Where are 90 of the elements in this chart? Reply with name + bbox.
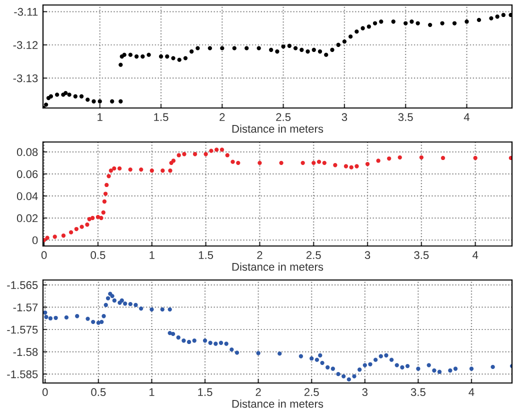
point [365, 162, 370, 166]
x-axis-title: Distance in meters [232, 124, 324, 133]
point [387, 156, 392, 161]
x-tick-label: 1 [150, 251, 154, 259]
x-axis-title: Distance in meters [232, 400, 324, 408]
point [312, 160, 316, 166]
point [108, 168, 114, 173]
point [80, 224, 84, 229]
x-tick-label: 2.5 [306, 251, 321, 260]
point [376, 158, 380, 163]
y-tick-label: 0.04 [16, 192, 38, 200]
point [204, 152, 208, 156]
x-tick-label: 2 [220, 113, 225, 121]
x-tick-label: 0.5 [91, 388, 106, 396]
point [103, 192, 108, 196]
x-tick-label: 2.5 [304, 388, 319, 396]
y-tick-label: -3.11 [14, 8, 38, 16]
point [101, 210, 106, 215]
point [344, 164, 348, 168]
x-tick-label: 4 [468, 388, 474, 396]
point [258, 160, 262, 166]
point [316, 160, 322, 164]
point [68, 230, 74, 234]
point [349, 165, 354, 170]
point [74, 226, 79, 232]
point [85, 222, 90, 227]
x-tick-label: 0 [41, 251, 47, 260]
point [61, 234, 66, 238]
point [128, 167, 132, 172]
point [171, 158, 176, 163]
point [52, 234, 57, 239]
x-tick-label: 3 [342, 113, 348, 122]
point [209, 148, 214, 153]
x-axis-title: Distance in meters [232, 262, 324, 271]
x-tick-label: 3.5 [410, 388, 426, 396]
point [214, 148, 219, 152]
x-tick-label: 4 [464, 113, 470, 121]
y-tick-label: 0.02 [16, 214, 38, 222]
point [117, 166, 122, 171]
y-tick-label: 0.06 [16, 170, 38, 178]
point [99, 216, 104, 220]
point [106, 174, 111, 178]
x-tick-label: 3 [362, 388, 368, 396]
point [440, 156, 446, 160]
x-tick-label: 3.5 [398, 113, 413, 122]
point [300, 160, 305, 166]
point [473, 156, 478, 160]
point [139, 167, 144, 172]
y-tick-label: 0 [32, 236, 38, 244]
point [182, 152, 186, 156]
x-tick-label: 2.5 [276, 113, 291, 122]
y-tick-label: -1.575 [7, 326, 38, 334]
x-tick-label: 3 [364, 251, 370, 260]
x-tick-label: 2 [257, 251, 262, 259]
y-tick-label: -3.13 [13, 74, 38, 82]
y-tick-label: -1.585 [7, 370, 38, 378]
point [104, 182, 109, 188]
point [192, 152, 198, 156]
point [354, 164, 359, 168]
point [333, 163, 338, 168]
point [230, 160, 235, 164]
point [176, 153, 181, 158]
x-tick-label: 1.5 [198, 388, 212, 396]
x-tick-label: 3.5 [414, 251, 429, 260]
x-tick-label: 1.5 [198, 251, 214, 260]
x-tick-label: 2 [256, 388, 261, 396]
y-tick-label: -1.565 [7, 281, 38, 290]
point [398, 155, 402, 160]
point [112, 166, 116, 171]
y-tick-label: -3.12 [13, 41, 38, 50]
x-tick-label: 0.5 [90, 251, 106, 260]
point [168, 168, 172, 173]
point [150, 168, 154, 173]
point [225, 153, 230, 158]
x-tick-label: 4 [472, 251, 478, 259]
x-tick-label: 0 [42, 388, 48, 396]
point [90, 216, 95, 220]
x-tick-label: 1.5 [154, 113, 168, 122]
point [322, 160, 326, 166]
x-tick-label: 1 [98, 113, 102, 121]
point [279, 160, 284, 166]
point [160, 168, 165, 173]
point [220, 148, 224, 152]
point [236, 160, 240, 166]
x-tick-label: 1 [149, 388, 154, 396]
point [102, 199, 107, 204]
y-tick-label: -1.58 [13, 348, 38, 356]
y-tick-label: -1.57 [13, 304, 38, 312]
point [419, 155, 424, 160]
y-tick-label: 0.08 [16, 148, 38, 156]
